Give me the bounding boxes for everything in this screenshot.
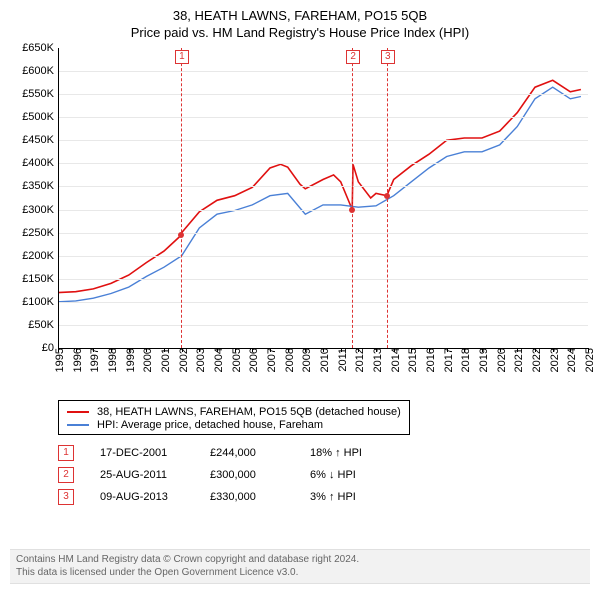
x-tick-label: 2018 xyxy=(460,348,472,372)
grid-line xyxy=(58,256,588,257)
legend-label: 38, HEATH LAWNS, FAREHAM, PO15 5QB (deta… xyxy=(97,406,401,418)
x-tick-label: 2006 xyxy=(248,348,260,372)
y-tick-label: £50K xyxy=(28,319,58,331)
x-tick-label: 2021 xyxy=(513,348,525,372)
y-tick-label: £400K xyxy=(22,157,58,169)
x-tick-label: 2015 xyxy=(407,348,419,372)
sale-marker-line xyxy=(352,48,353,348)
sale-row: 1 17-DEC-2001£244,00018% ↑ HPI xyxy=(58,445,590,461)
x-tick-label: 2003 xyxy=(195,348,207,372)
x-tick-label: 2007 xyxy=(266,348,278,372)
y-tick-label: £200K xyxy=(22,250,58,262)
grid-line xyxy=(58,210,588,211)
sale-index-box: 3 xyxy=(58,489,74,505)
footer-line: This data is licensed under the Open Gov… xyxy=(16,567,584,580)
y-tick-label: £150K xyxy=(22,273,58,285)
x-tick-label: 2017 xyxy=(443,348,455,372)
y-tick-label: £100K xyxy=(22,296,58,308)
y-tick-label: £350K xyxy=(22,180,58,192)
legend: 38, HEATH LAWNS, FAREHAM, PO15 5QB (deta… xyxy=(58,400,410,435)
sale-price: £330,000 xyxy=(210,491,310,503)
grid-line xyxy=(58,71,588,72)
sale-date: 17-DEC-2001 xyxy=(100,447,210,459)
x-tick-label: 1995 xyxy=(54,348,66,372)
legend-swatch xyxy=(67,424,89,426)
sale-marker-box: 1 xyxy=(175,50,189,64)
x-tick-label: 2001 xyxy=(160,348,172,372)
sale-price: £244,000 xyxy=(210,447,310,459)
sale-index-box: 1 xyxy=(58,445,74,461)
x-tick-label: 2010 xyxy=(319,348,331,372)
sale-dot xyxy=(384,193,390,199)
x-tick-label: 2013 xyxy=(372,348,384,372)
x-tick-label: 1997 xyxy=(89,348,101,372)
x-tick-label: 2009 xyxy=(301,348,313,372)
sale-hpi-delta: 18% ↑ HPI xyxy=(310,447,400,459)
grid-line xyxy=(58,233,588,234)
y-tick-label: £300K xyxy=(22,204,58,216)
y-tick-label: £500K xyxy=(22,111,58,123)
y-axis xyxy=(58,48,59,348)
y-tick-label: £250K xyxy=(22,227,58,239)
attribution-footer: Contains HM Land Registry data © Crown c… xyxy=(10,549,590,584)
legend-item: HPI: Average price, detached house, Fare… xyxy=(67,419,401,431)
sale-index-box: 2 xyxy=(58,467,74,483)
x-tick-label: 2005 xyxy=(231,348,243,372)
grid-line xyxy=(58,163,588,164)
y-tick-label: £450K xyxy=(22,134,58,146)
x-tick-label: 2016 xyxy=(425,348,437,372)
y-tick-label: £600K xyxy=(22,65,58,77)
x-tick-label: 2008 xyxy=(284,348,296,372)
grid-line xyxy=(58,186,588,187)
sale-price: £300,000 xyxy=(210,469,310,481)
x-tick-label: 2024 xyxy=(566,348,578,372)
y-tick-label: £550K xyxy=(22,88,58,100)
chart-lines xyxy=(58,48,588,348)
x-axis xyxy=(58,348,588,349)
sale-row: 2 25-AUG-2011£300,0006% ↓ HPI xyxy=(58,467,590,483)
x-tick-label: 2002 xyxy=(178,348,190,372)
legend-swatch xyxy=(67,411,89,413)
page-title: 38, HEATH LAWNS, FAREHAM, PO15 5QB xyxy=(10,8,590,23)
x-tick-label: 2022 xyxy=(531,348,543,372)
x-tick-label: 2019 xyxy=(478,348,490,372)
sale-hpi-delta: 6% ↓ HPI xyxy=(310,469,400,481)
sales-table: 1 17-DEC-2001£244,00018% ↑ HPI 2 25-AUG-201… xyxy=(58,445,590,505)
footer-line: Contains HM Land Registry data © Crown c… xyxy=(16,554,584,567)
sale-marker-box: 2 xyxy=(346,50,360,64)
sale-dot xyxy=(178,232,184,238)
x-tick xyxy=(588,348,589,352)
grid-line xyxy=(58,140,588,141)
sale-hpi-delta: 3% ↑ HPI xyxy=(310,491,400,503)
sale-marker-box: 3 xyxy=(381,50,395,64)
x-tick-label: 2011 xyxy=(337,348,349,372)
grid-line xyxy=(58,302,588,303)
sale-dot xyxy=(349,207,355,213)
plot-area: £0£50K£100K£150K£200K£250K£300K£350K£400… xyxy=(58,48,588,348)
legend-label: HPI: Average price, detached house, Fare… xyxy=(97,419,323,431)
x-tick-label: 2004 xyxy=(213,348,225,372)
x-tick-label: 2012 xyxy=(354,348,366,372)
grid-line xyxy=(58,279,588,280)
x-tick-label: 1996 xyxy=(72,348,84,372)
grid-line xyxy=(58,325,588,326)
x-tick-label: 2025 xyxy=(584,348,596,372)
x-tick-label: 2000 xyxy=(142,348,154,372)
x-tick-label: 1999 xyxy=(125,348,137,372)
x-tick-label: 1998 xyxy=(107,348,119,372)
y-tick-label: £650K xyxy=(22,42,58,54)
sale-date: 25-AUG-2011 xyxy=(100,469,210,481)
grid-line xyxy=(58,94,588,95)
sale-marker-line xyxy=(181,48,182,348)
sale-row: 3 09-AUG-2013£330,0003% ↑ HPI xyxy=(58,489,590,505)
x-tick-label: 2023 xyxy=(549,348,561,372)
x-tick-label: 2014 xyxy=(390,348,402,372)
grid-line xyxy=(58,117,588,118)
x-tick-label: 2020 xyxy=(496,348,508,372)
page-subtitle: Price paid vs. HM Land Registry's House … xyxy=(10,25,590,40)
price-chart: £0£50K£100K£150K£200K£250K£300K£350K£400… xyxy=(10,48,590,352)
sale-date: 09-AUG-2013 xyxy=(100,491,210,503)
legend-item: 38, HEATH LAWNS, FAREHAM, PO15 5QB (deta… xyxy=(67,406,401,418)
